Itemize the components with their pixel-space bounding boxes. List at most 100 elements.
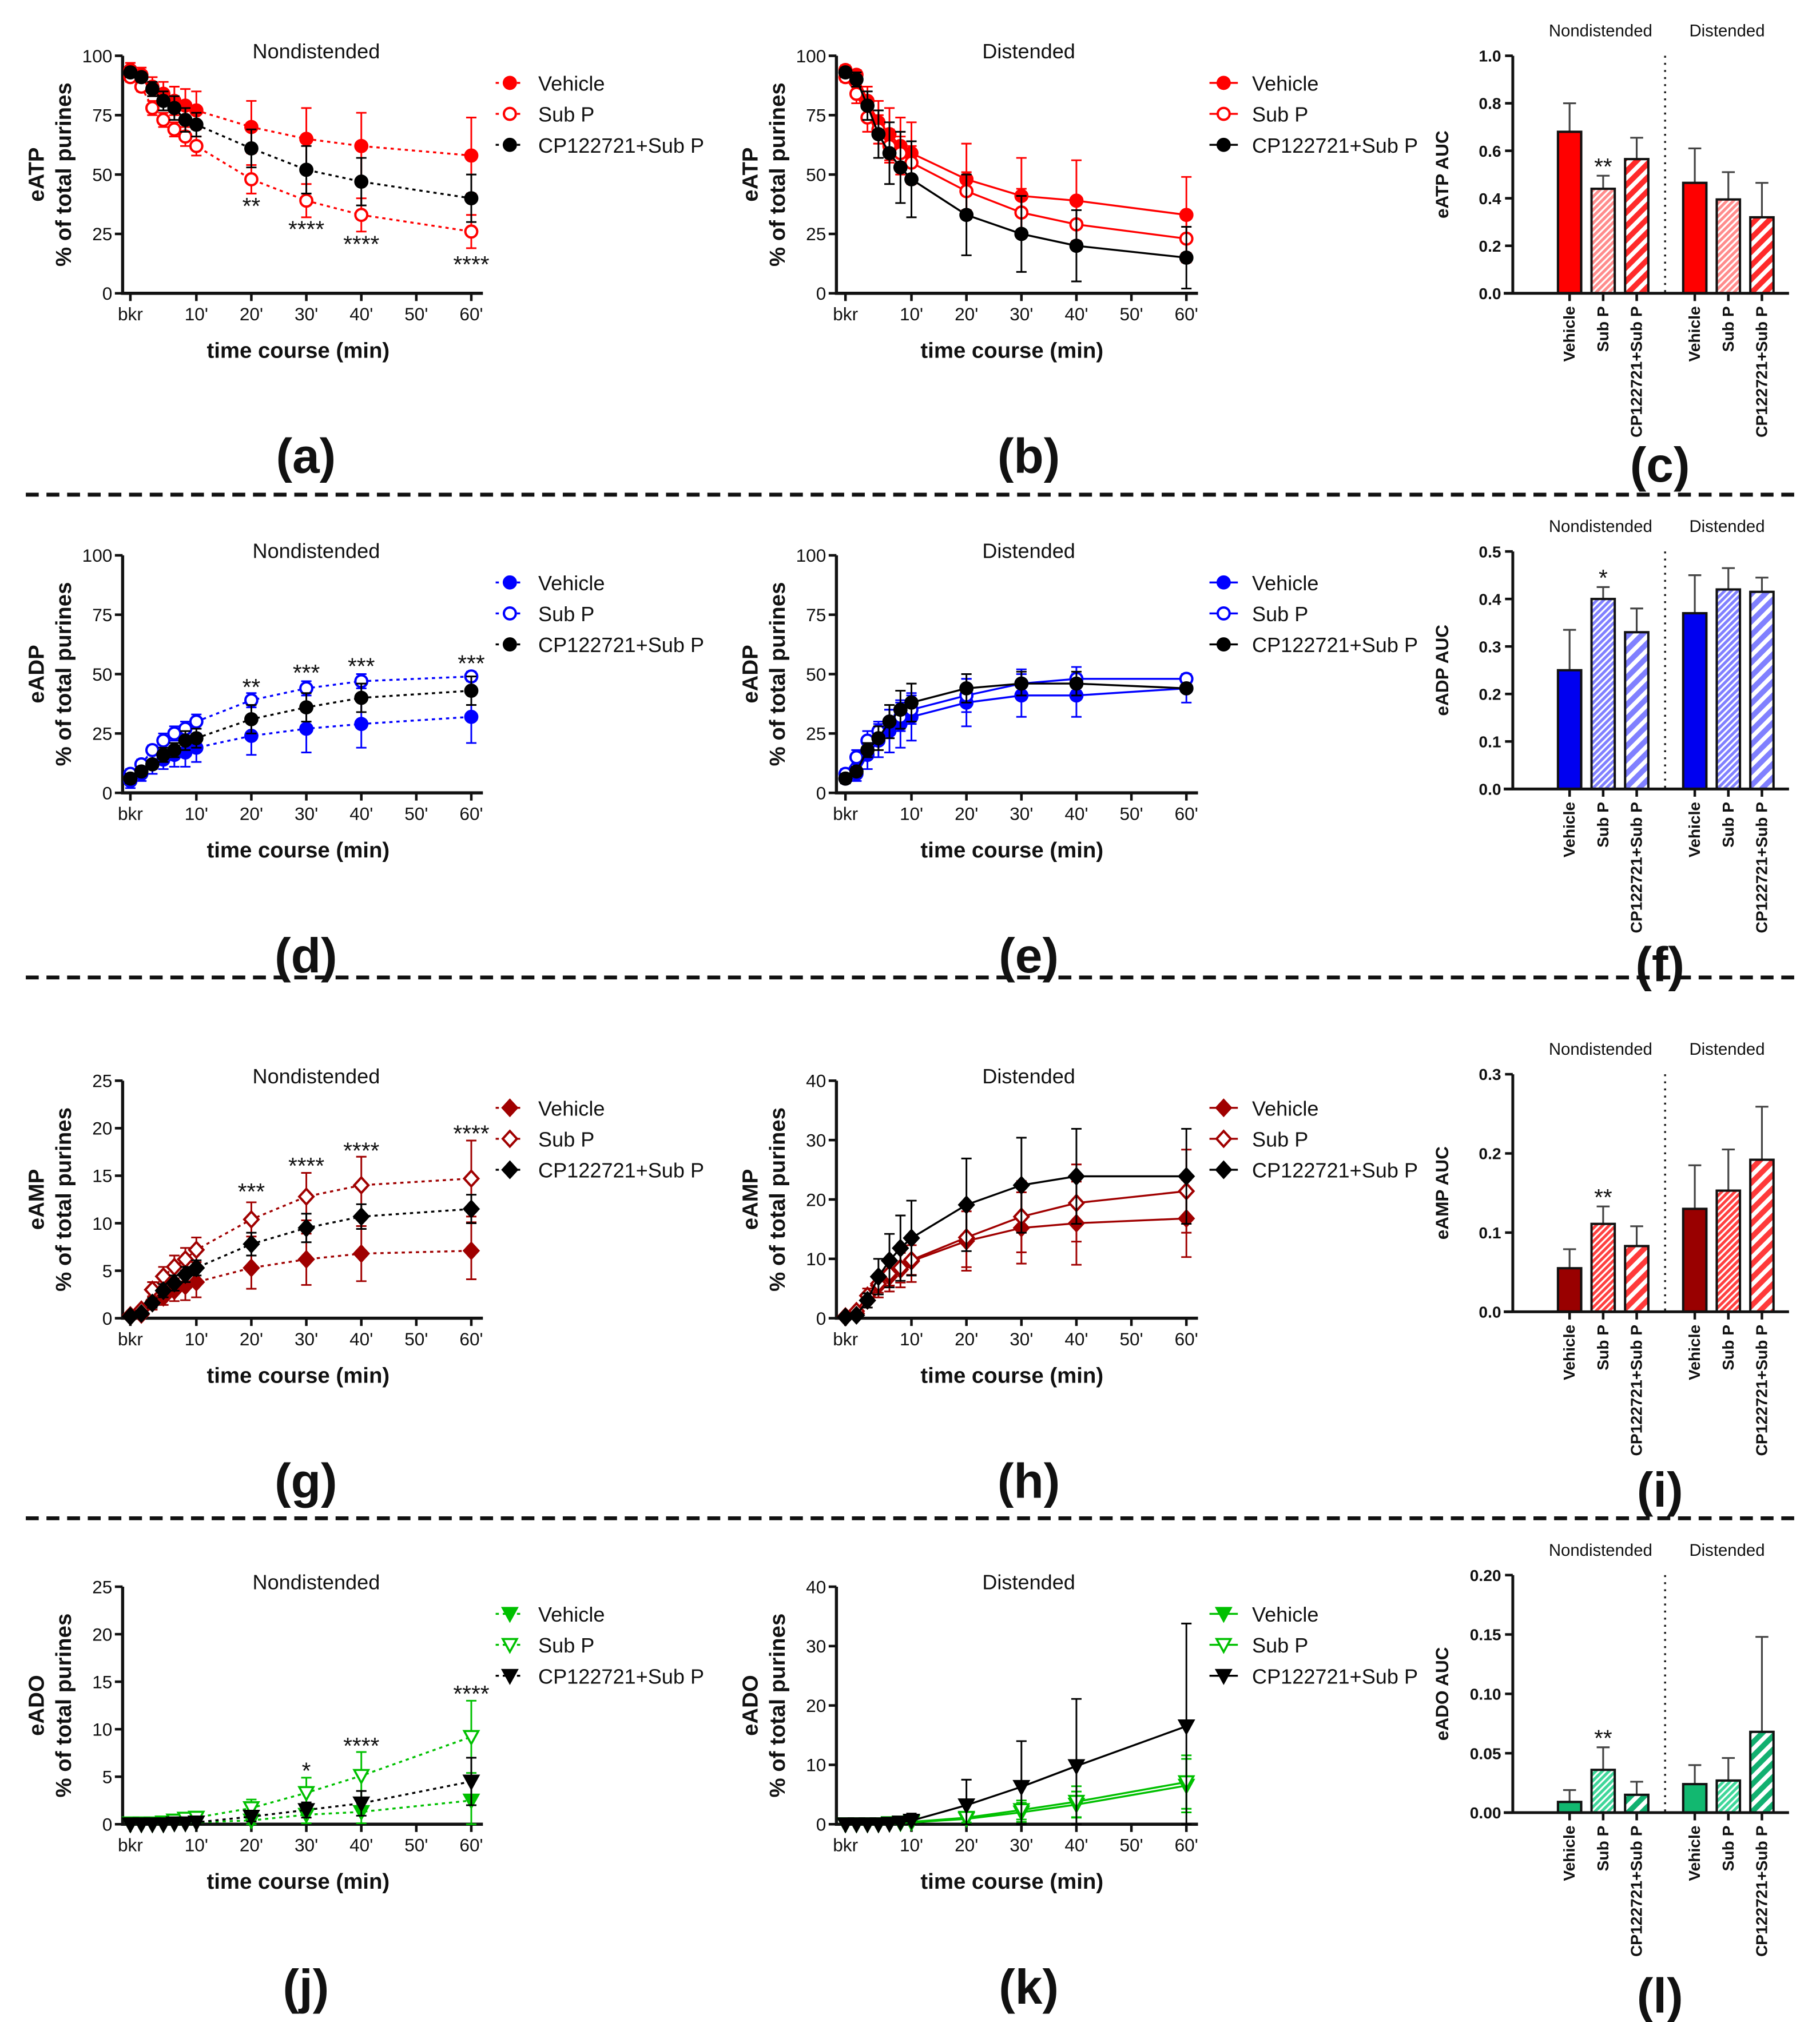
- y-tick-label: 0: [816, 1814, 826, 1835]
- series-sub-p: [123, 70, 479, 249]
- data-point: [859, 1290, 876, 1310]
- x-tick-label: 30': [295, 1329, 318, 1349]
- x-axis-title: time course (min): [206, 339, 390, 363]
- bar: [1590, 188, 1616, 295]
- category-label: CP122721+Sub P: [1752, 1826, 1770, 1957]
- legend-label: CP122721+Sub P: [1252, 134, 1418, 157]
- data-point: [354, 174, 369, 189]
- legend-label: Sub P: [1252, 1127, 1308, 1151]
- significance-marker: ****: [288, 1153, 324, 1179]
- y-tick-label: 0.8: [1479, 94, 1501, 113]
- x-tick-label: 40': [1064, 804, 1088, 824]
- category-label: Sub P: [1594, 802, 1612, 848]
- data-point: [464, 709, 479, 724]
- data-point: [882, 714, 897, 729]
- x-tick-label: 20': [240, 804, 263, 824]
- data-point: [297, 1218, 315, 1238]
- data-point: [464, 684, 479, 698]
- bar: [1590, 1769, 1616, 1814]
- data-point: [959, 208, 974, 223]
- y-axis-label: eATP% of total purines: [738, 82, 790, 267]
- significance-marker: **: [1594, 1725, 1612, 1751]
- x-tick-label: 20': [240, 1329, 263, 1349]
- y-axis-title: eADP: [25, 645, 49, 703]
- category-label: Sub P: [1719, 802, 1737, 848]
- y-axis-title: eAMP: [738, 1169, 763, 1230]
- data-point: [1014, 676, 1029, 691]
- y-axis-subtitle: % of total purines: [51, 1614, 76, 1798]
- bar: [1682, 181, 1708, 295]
- data-point: [893, 160, 908, 175]
- legend-marker: [502, 575, 517, 590]
- bar: [1715, 1189, 1742, 1313]
- data-point: [871, 731, 886, 746]
- legend-marker: [502, 606, 517, 621]
- data-point: [165, 1816, 184, 1833]
- data-point: [165, 1273, 184, 1293]
- bar: [1749, 1158, 1775, 1313]
- data-point: [462, 1730, 480, 1746]
- legend-marker: [502, 637, 517, 652]
- legend-label: CP122721+Sub P: [538, 134, 704, 157]
- x-tick-label: 50': [1119, 804, 1143, 824]
- series-cp122721-sub-p: [121, 1194, 480, 1326]
- legend-label: CP122721+Sub P: [538, 1665, 704, 1688]
- data-point: [352, 1244, 370, 1264]
- x-tick-label: 10': [900, 1835, 923, 1856]
- data-point: [299, 721, 313, 736]
- data-point: [188, 1272, 205, 1292]
- data-point: [145, 82, 160, 97]
- legend-marker: [502, 137, 517, 152]
- group-title: Nondistended: [1549, 1541, 1652, 1560]
- y-tick-label: 0.6: [1479, 142, 1501, 160]
- y-tick-label: 100: [82, 545, 113, 566]
- significance-marker: ***: [293, 660, 320, 686]
- y-tick-label: 0.0: [1479, 284, 1501, 303]
- data-point: [1067, 1759, 1086, 1775]
- data-point: [891, 1816, 909, 1832]
- significance-marker: ****: [453, 1681, 489, 1707]
- data-point: [903, 1228, 920, 1248]
- x-tick-label: 60': [459, 1329, 483, 1349]
- x-tick-label: 50': [1119, 1329, 1143, 1349]
- panel-label: (g): [275, 1453, 337, 1508]
- y-tick-label: 25: [92, 224, 112, 244]
- legend-label: CP122721+Sub P: [538, 633, 704, 657]
- category-label: Sub P: [1594, 1325, 1612, 1370]
- data-point: [354, 208, 369, 223]
- category-label: CP122721+Sub P: [1627, 306, 1646, 438]
- legend-label: CP122721+Sub P: [1252, 1665, 1418, 1688]
- significance-marker: ****: [343, 231, 379, 257]
- y-tick-label: 0.0: [1479, 780, 1501, 798]
- data-point: [134, 70, 149, 85]
- x-tick-label: 30': [295, 804, 318, 824]
- legend-marker: [1215, 1098, 1233, 1118]
- bar-chart-panel-c: Vehicle Sub P CP122721+Sub P Vehicle Sub P CP…: [1432, 22, 1789, 492]
- chart-title: Distended: [982, 539, 1075, 562]
- data-point: [869, 1267, 888, 1286]
- x-tick-label: 30': [1010, 804, 1033, 824]
- x-tick-label: 10': [185, 304, 208, 324]
- bar-chart-panel-f: Vehicle Sub P CP122721+Sub P Vehicle Sub P CP…: [1432, 517, 1789, 992]
- x-tick-label: 20': [955, 1835, 978, 1856]
- x-tick-label: 60': [1175, 1329, 1198, 1349]
- bar: [1682, 1783, 1708, 1814]
- data-point: [243, 1234, 260, 1254]
- line-chart-panel-k: 0 10 20 30 40 bkr 10' 20' 30' 40' 50' 60' Distended V…: [738, 1571, 1418, 2015]
- group-title: Nondistended: [1549, 1040, 1652, 1059]
- y-tick-label: 75: [92, 605, 112, 625]
- bar: [1749, 1730, 1775, 1814]
- legend-label: CP122721+Sub P: [1252, 1159, 1418, 1182]
- group-title: Distended: [1689, 1541, 1765, 1560]
- y-axis-label: eADO AUC: [1432, 1647, 1452, 1741]
- legend-marker: [1216, 76, 1231, 90]
- y-tick-label: 25: [92, 1576, 112, 1597]
- significance-marker: **: [243, 193, 261, 219]
- y-tick-label: 25: [92, 1071, 112, 1091]
- legend-label: Vehicle: [538, 571, 605, 595]
- data-point: [859, 1817, 877, 1834]
- y-tick-label: 0.4: [1479, 590, 1501, 608]
- data-point: [244, 172, 259, 186]
- x-tick-label: 20': [240, 304, 263, 324]
